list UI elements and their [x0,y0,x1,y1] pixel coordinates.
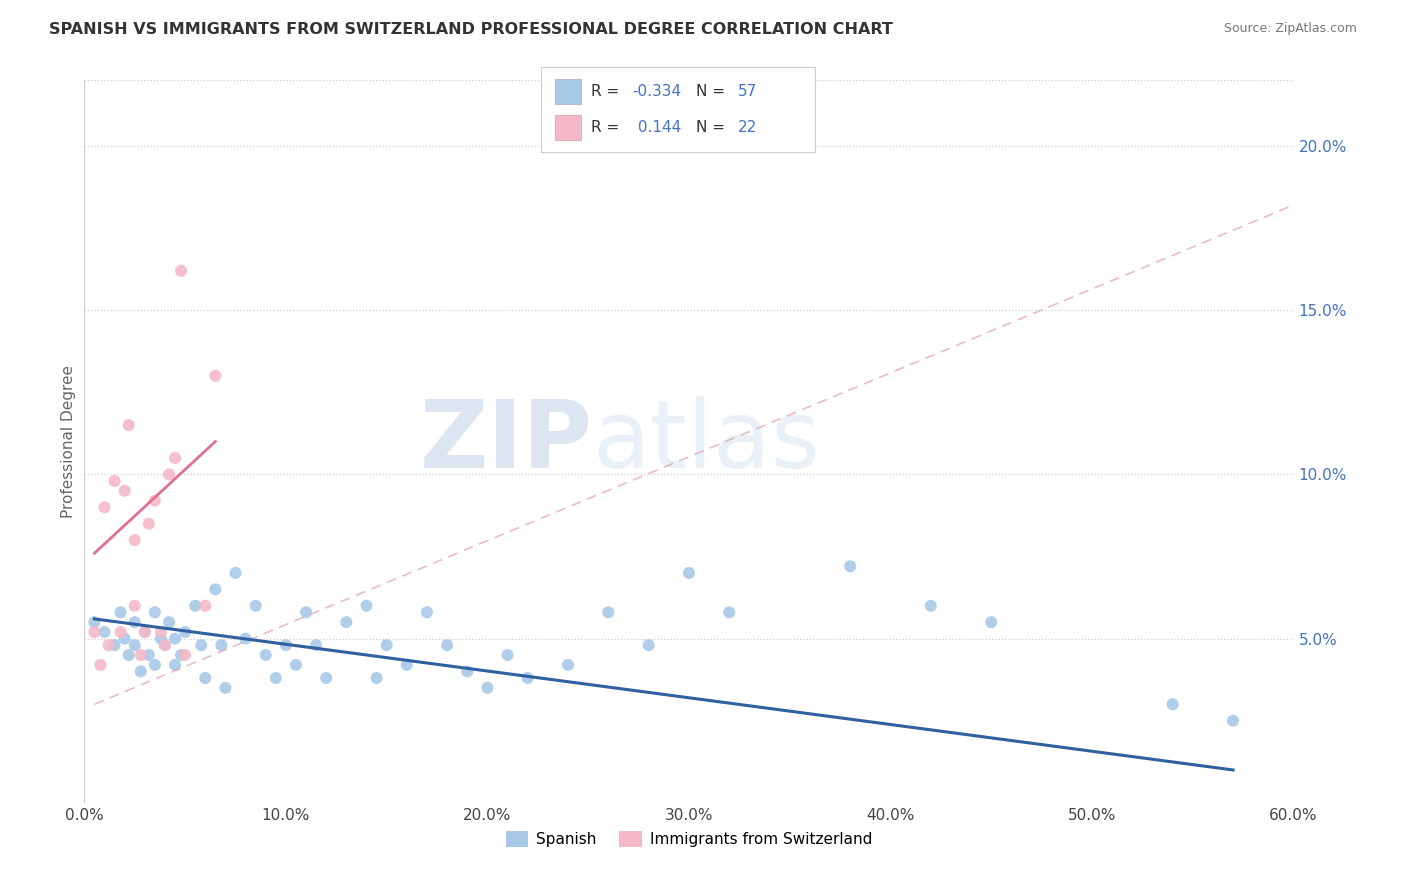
Point [204,368,226,383]
Point [89,657,111,672]
Point [225,566,247,580]
Text: R =: R = [591,120,628,135]
Point [149,632,172,646]
Point [295,605,318,619]
Point [980,615,1002,630]
Point [104,474,127,488]
Point [335,615,357,630]
Point [209,638,232,652]
Text: atlas: atlas [592,395,821,488]
Point [170,648,193,662]
Point [184,599,207,613]
Text: 0.144: 0.144 [633,120,681,135]
Text: SPANISH VS IMMIGRANTS FROM SWITZERLAND PROFESSIONAL DEGREE CORRELATION CHART: SPANISH VS IMMIGRANTS FROM SWITZERLAND P… [49,22,893,37]
Point [114,632,136,646]
Point [104,638,127,652]
Point [129,665,152,679]
Point [138,648,160,662]
Text: ZIP: ZIP [419,395,592,488]
Point [153,638,176,652]
Point [165,632,187,646]
Text: R =: R = [591,85,624,99]
Point [356,599,378,613]
Point [598,605,620,619]
Y-axis label: Professional Degree: Professional Degree [60,365,76,518]
Point [124,615,146,630]
Point [143,605,166,619]
Point [138,516,160,531]
Point [235,632,257,646]
Legend: Spanish, Immigrants from Switzerland: Spanish, Immigrants from Switzerland [499,825,879,853]
Point [637,638,659,652]
Point [305,638,328,652]
Point [375,638,398,652]
Point [496,648,519,662]
Point [204,582,226,597]
Text: N =: N = [696,85,730,99]
Point [97,638,120,652]
Point [395,657,418,672]
Point [118,648,141,662]
Point [718,605,741,619]
Point [285,657,308,672]
Point [124,533,146,547]
Point [274,638,297,652]
Point [190,638,212,652]
Point [194,599,217,613]
Point [245,599,267,613]
Point [129,648,152,662]
Point [436,638,458,652]
Point [839,559,862,574]
Point [165,657,187,672]
Point [124,599,146,613]
Text: Source: ZipAtlas.com: Source: ZipAtlas.com [1223,22,1357,36]
Point [477,681,499,695]
Text: N =: N = [696,120,730,135]
Point [174,648,197,662]
Text: 57: 57 [738,85,758,99]
Point [366,671,388,685]
Point [93,500,115,515]
Point [93,625,115,640]
Point [83,625,105,640]
Point [83,615,105,630]
Point [214,681,236,695]
Point [174,625,197,640]
Point [1222,714,1244,728]
Point [118,418,141,433]
Point [1161,698,1184,712]
Point [315,671,337,685]
Point [124,638,146,652]
Point [149,625,172,640]
Point [143,657,166,672]
Point [678,566,700,580]
Point [110,625,132,640]
Point [456,665,478,679]
Point [157,615,180,630]
Point [557,657,579,672]
Point [264,671,287,685]
Point [416,605,439,619]
Point [194,671,217,685]
Point [153,638,176,652]
Point [143,493,166,508]
Point [920,599,942,613]
Text: -0.334: -0.334 [633,85,682,99]
Point [516,671,538,685]
Point [165,450,187,465]
Point [134,625,156,640]
Point [254,648,277,662]
Point [114,483,136,498]
Point [170,264,193,278]
Point [157,467,180,482]
Text: 22: 22 [738,120,758,135]
Point [134,625,156,640]
Point [110,605,132,619]
